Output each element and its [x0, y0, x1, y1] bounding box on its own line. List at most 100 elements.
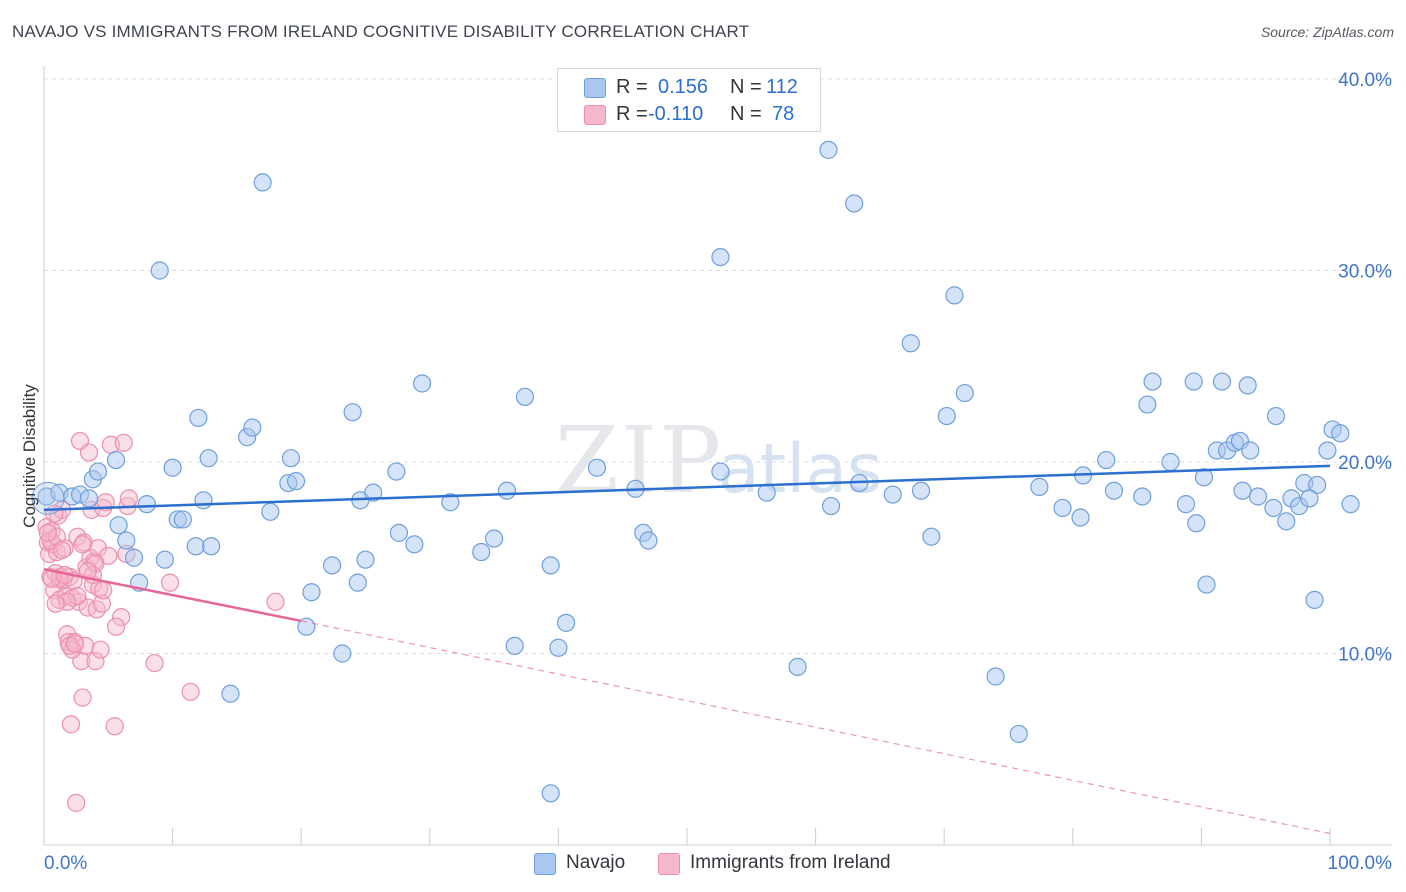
navajo-point: [883, 485, 902, 504]
ireland-point: [61, 715, 81, 734]
ireland-point: [58, 592, 77, 611]
navajo-point: [389, 523, 409, 542]
navajo-point: [163, 458, 182, 477]
legend-row-ireland: R = -0.110 N = 78: [558, 101, 820, 127]
ireland-legend-swatch: [658, 853, 680, 875]
navajo-point: [1161, 452, 1180, 472]
navajo-point: [243, 418, 262, 437]
navajo-point: [541, 784, 560, 803]
navajo-point: [1184, 372, 1203, 391]
ireland-r-value: -0.110: [648, 103, 704, 125]
ireland-point: [65, 634, 84, 654]
navajo-point: [1266, 406, 1286, 426]
navajo-point: [819, 140, 838, 159]
ireland-point: [79, 443, 99, 462]
watermark-zip: ZIP: [555, 407, 723, 514]
navajo-point: [297, 617, 316, 636]
navajo-point: [711, 247, 730, 267]
navajo-point: [302, 583, 321, 602]
chart-title: NAVAJO VS IMMIGRANTS FROM IRELAND COGNIT…: [12, 22, 750, 41]
navajo-point: [286, 472, 306, 491]
navajo-point: [1277, 512, 1296, 531]
navajo-point: [1194, 468, 1214, 487]
navajo-point: [1104, 481, 1124, 500]
navajo-point: [497, 481, 517, 500]
navajo-point: [1030, 477, 1049, 496]
ireland-r-label: R =: [616, 103, 648, 125]
watermark-atlas: atlas: [718, 430, 882, 509]
ireland-point: [94, 581, 113, 600]
navajo-point: [945, 286, 964, 305]
ireland-point: [91, 640, 110, 659]
navajo-point: [955, 383, 974, 403]
navajo-point: [937, 406, 956, 426]
navajo-trend-line: [43, 464, 1331, 512]
series-legend: Navajo Immigrants from Ireland: [0, 851, 1406, 877]
ireland-point: [87, 600, 106, 619]
navajo-point: [639, 531, 658, 550]
ireland-point: [78, 598, 97, 617]
navajo-point: [1318, 441, 1337, 460]
navajo-point: [221, 684, 240, 703]
navajo-point: [472, 542, 491, 562]
navajo-legend-swatch: [534, 853, 556, 875]
axis-labels: 10.0% 20.0% 30.0% 40.0% 0.0% 100.0% Cognitive …: [20, 70, 1392, 874]
navajo-point: [1176, 495, 1196, 514]
navajo-point: [1264, 498, 1283, 518]
navajo-point: [1009, 724, 1028, 744]
x-tick-label-max: 100.0%: [1328, 853, 1393, 874]
ireland-n-value: 78: [772, 103, 795, 125]
correlation-legend: R = 0.156 N = 112 R = -0.110 N = 78: [557, 68, 821, 132]
navajo-point: [1308, 475, 1327, 495]
navajo-point: [541, 556, 560, 575]
axes-layer: [43, 66, 1392, 846]
navajo-point: [845, 194, 864, 213]
navajo-point: [1197, 575, 1216, 594]
navajo-point: [106, 450, 126, 470]
ireland-point: [46, 594, 65, 613]
navajo-point: [343, 403, 362, 422]
ireland-point: [86, 652, 105, 671]
navajo-point: [1341, 495, 1360, 514]
ireland-n-label: N =: [730, 103, 762, 125]
navajo-point: [1138, 395, 1157, 414]
navajo-point: [79, 489, 99, 508]
navajo-point: [109, 516, 128, 535]
navajo-swatch: [584, 78, 606, 98]
ireland-point: [105, 717, 124, 736]
navajo-point: [199, 449, 218, 468]
navajo-point: [587, 458, 607, 477]
navajo-point: [412, 374, 432, 393]
navajo-point: [281, 449, 301, 468]
ireland-point: [88, 539, 108, 558]
navajo-point: [348, 573, 367, 592]
ireland-point: [73, 535, 92, 554]
ireland-point: [106, 617, 126, 636]
navajo-legend-label: Navajo: [566, 852, 626, 873]
ireland-point: [52, 540, 72, 560]
navajo-point: [515, 387, 535, 406]
ireland-points: [37, 431, 285, 812]
navajo-r-value: 0.156: [658, 76, 709, 98]
ireland-point: [68, 586, 87, 606]
ireland-point: [181, 682, 200, 701]
navajo-point: [186, 537, 205, 556]
navajo-point: [356, 550, 375, 569]
navajo-point: [124, 548, 144, 567]
ireland-point: [86, 554, 105, 573]
navajo-point: [1071, 508, 1090, 527]
navajo-point: [1233, 481, 1252, 500]
navajo-point: [549, 638, 568, 657]
navajo-point: [1097, 450, 1116, 470]
navajo-point: [387, 462, 406, 481]
navajo-point: [322, 556, 342, 575]
navajo-n-value: 112: [766, 76, 798, 98]
navajo-point: [505, 636, 524, 655]
ireland-legend-label: Immigrants from Ireland: [690, 852, 891, 873]
navajo-point: [253, 173, 272, 192]
navajo-points: [31, 140, 1360, 803]
navajo-point: [364, 483, 383, 502]
navajo-point: [1212, 372, 1232, 391]
grid-layer: [44, 78, 1392, 654]
